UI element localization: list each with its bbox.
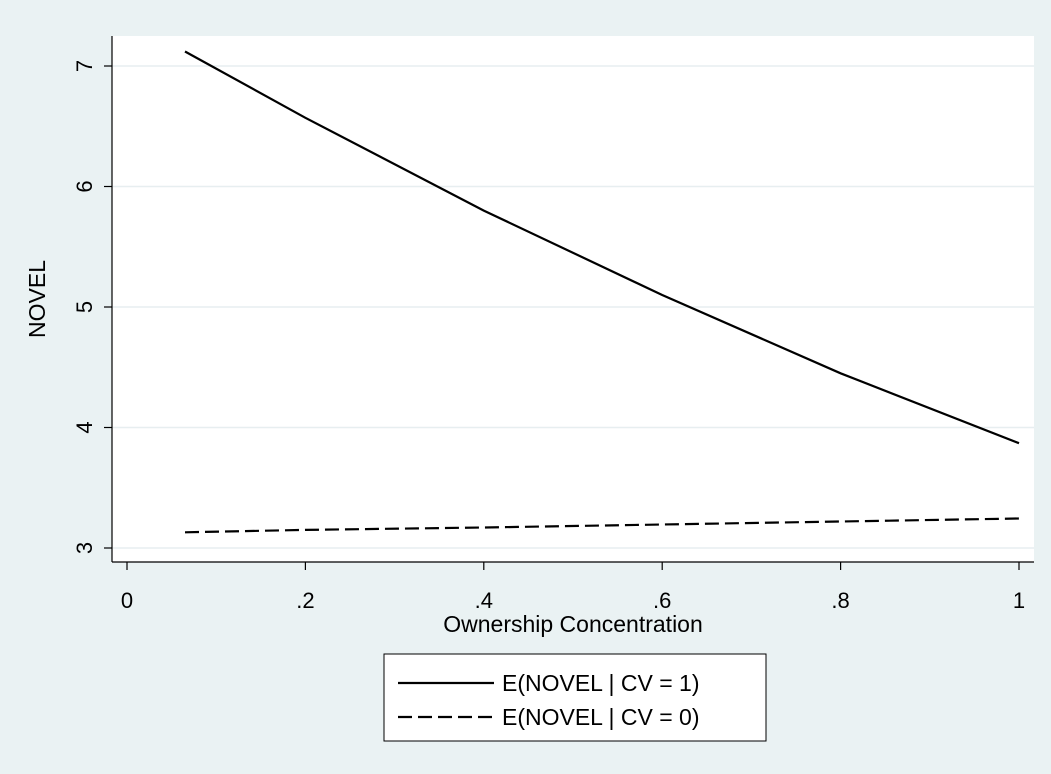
plot-area bbox=[112, 36, 1034, 562]
y-tick-label: 3 bbox=[72, 542, 97, 554]
y-tick-label: 6 bbox=[72, 180, 97, 192]
series-line-1 bbox=[184, 50, 1020, 445]
y-tick-label: 5 bbox=[72, 301, 97, 313]
legend-label-1: E(NOVEL | CV = 1) bbox=[502, 670, 700, 696]
y-axis-title: NOVEL bbox=[24, 260, 50, 338]
x-tick-label: .2 bbox=[296, 588, 314, 613]
y-tick-label: 7 bbox=[72, 60, 97, 72]
x-axis-title: Ownership Concentration bbox=[443, 611, 703, 637]
series-line-2 bbox=[184, 517, 1020, 534]
y-tick-label: 4 bbox=[72, 421, 97, 433]
legend-label-2: E(NOVEL | CV = 0) bbox=[502, 704, 700, 730]
x-tick-label: .4 bbox=[475, 588, 493, 613]
legend-box bbox=[383, 653, 767, 742]
x-tick-label: 0 bbox=[121, 588, 133, 613]
gridlines bbox=[112, 65, 1034, 549]
x-tick-label: .6 bbox=[653, 588, 671, 613]
series-layer bbox=[184, 50, 1020, 534]
x-tick-label: .8 bbox=[831, 588, 849, 613]
x-tick-label: 1 bbox=[1013, 588, 1025, 613]
legend: E(NOVEL | CV = 1) E(NOVEL | CV = 0) bbox=[383, 653, 767, 742]
axes: 3 4 5 6 7 0 .2 .4 .6 .8 1 bbox=[72, 36, 1034, 613]
